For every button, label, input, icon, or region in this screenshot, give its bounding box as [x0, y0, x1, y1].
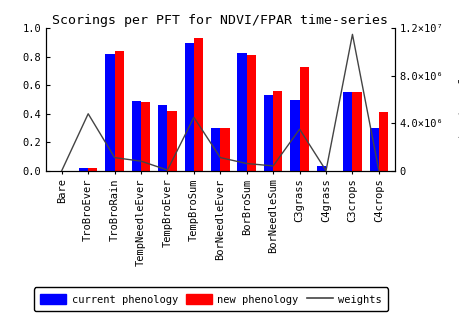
Bar [369, 128, 379, 171]
Bar [300, 67, 309, 171]
Title: Scorings per PFT for NDVI/FPAR time-series: Scorings per PFT for NDVI/FPAR time-seri… [52, 14, 388, 27]
Bar [158, 105, 168, 171]
Bar [291, 100, 300, 171]
Y-axis label: Weights (km²): Weights (km²) [457, 59, 459, 140]
Bar [132, 101, 141, 171]
Bar [185, 43, 194, 171]
Bar [220, 128, 230, 171]
Bar [379, 112, 388, 171]
Bar [247, 55, 256, 171]
Bar [194, 39, 203, 171]
Bar [141, 102, 150, 171]
Bar [106, 54, 115, 171]
Bar [343, 92, 353, 171]
Bar [273, 91, 282, 171]
Bar [326, 171, 335, 173]
Bar [237, 53, 247, 171]
Bar [317, 166, 326, 171]
Bar [88, 168, 97, 171]
Bar [168, 111, 177, 171]
Bar [264, 95, 273, 171]
Legend: current phenology, new phenology, weights: current phenology, new phenology, weight… [34, 288, 388, 311]
Bar [79, 168, 88, 171]
Bar [353, 92, 362, 171]
Bar [211, 128, 220, 171]
Bar [115, 51, 124, 171]
